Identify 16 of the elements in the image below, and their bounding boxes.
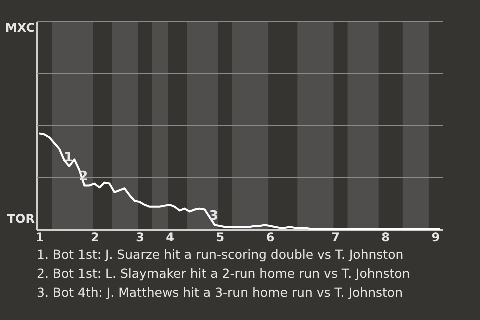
- x-tick-label: 6: [266, 230, 275, 244]
- annotation: 3: [209, 209, 218, 224]
- x-tick-label: 4: [166, 230, 175, 244]
- x-tick-label: 8: [382, 230, 390, 244]
- x-tick-label: 3: [136, 230, 144, 244]
- annotation: 1: [64, 150, 74, 166]
- text: 3. Bot 4th: J. Matthews hit a 3-run home run vs T. Johnston: [37, 285, 403, 300]
- text: 1. Bot 1st: J. Suarze hit a run-scoring double vs T. Johnston: [37, 247, 404, 262]
- text: MXC: [5, 21, 36, 35]
- x-tick-label: 5: [216, 230, 225, 244]
- x-tick-label: 7: [332, 230, 340, 244]
- text: 2. Bot 1st: L. Slaymaker hit a 2-run home run vs T. Johnston: [37, 266, 410, 281]
- text: TOR: [7, 212, 35, 226]
- x-tick-label: 9: [432, 230, 440, 244]
- x-tick-label: 1: [36, 230, 44, 244]
- x-tick-label: 2: [90, 230, 100, 244]
